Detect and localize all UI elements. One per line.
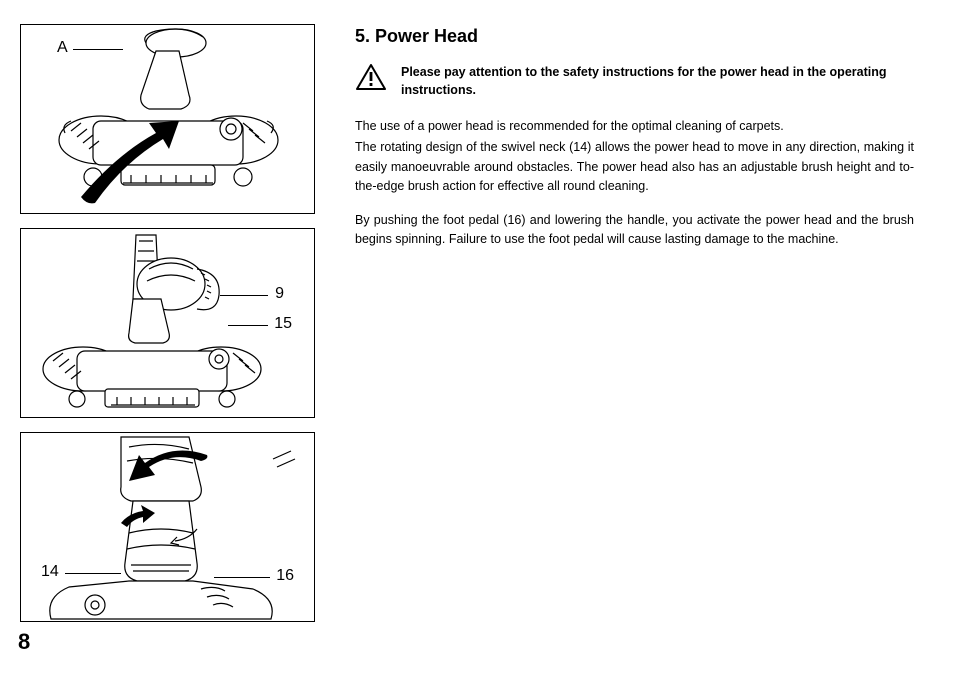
figure-3: 14 16 — [20, 432, 315, 622]
warning-block: Please pay attention to the safety instr… — [355, 63, 914, 99]
figures-column: A — [20, 24, 315, 622]
paragraph-3: By pushing the foot pedal (16) and lower… — [355, 211, 914, 250]
callout-line — [65, 573, 121, 574]
callout-9: 9 — [275, 285, 284, 303]
callout-a: A — [57, 39, 68, 57]
callout-15: 15 — [274, 315, 292, 333]
figure-1: A — [20, 24, 315, 214]
paragraph-1: The use of a power head is recommended f… — [355, 117, 914, 136]
callout-line — [73, 49, 123, 50]
callout-16: 16 — [276, 567, 294, 585]
vacuum-illustration-2 — [21, 229, 316, 419]
text-column: 5. Power Head Please pay attention to th… — [355, 24, 914, 622]
manual-page: A — [0, 0, 954, 646]
page-number: 8 — [18, 629, 30, 655]
paragraph-2: The rotating design of the swivel neck (… — [355, 138, 914, 196]
callout-line — [214, 577, 270, 578]
callout-line — [228, 325, 268, 326]
figure-2: 9 15 — [20, 228, 315, 418]
callout-14: 14 — [41, 563, 59, 581]
warning-text: Please pay attention to the safety instr… — [401, 63, 914, 99]
section-heading: 5. Power Head — [355, 26, 914, 47]
vacuum-illustration-3 — [21, 433, 316, 623]
warning-icon — [355, 63, 387, 91]
callout-line — [220, 295, 268, 296]
